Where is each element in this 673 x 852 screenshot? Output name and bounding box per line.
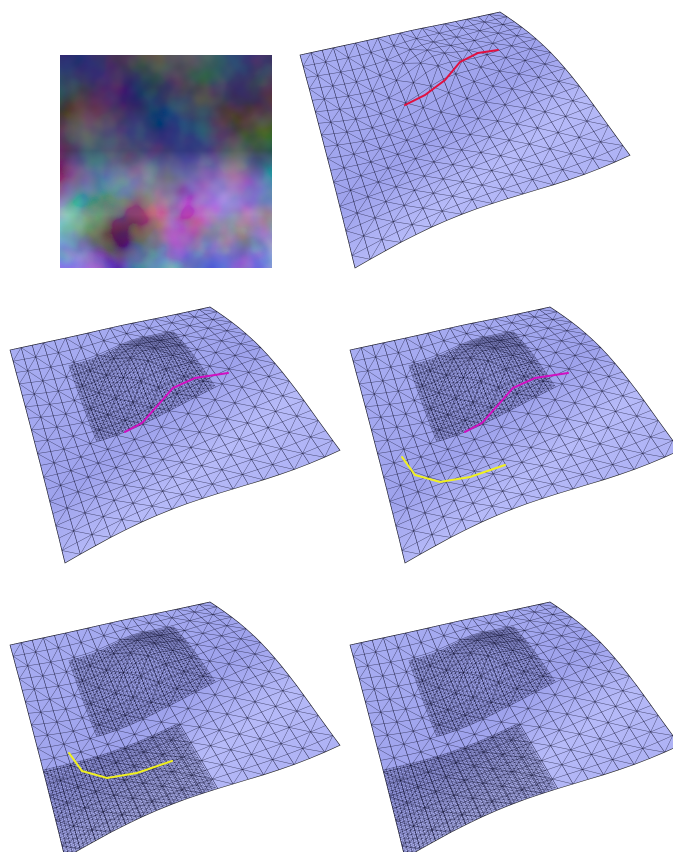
- mesh-edges: [9, 306, 341, 564]
- feature-curve: [464, 372, 569, 433]
- feature-curve: [401, 456, 506, 484]
- heightmap-shade: [60, 55, 272, 268]
- mesh-edges: [299, 11, 631, 269]
- mesh-refined: [382, 723, 557, 852]
- mesh-edges: [9, 601, 341, 852]
- mesh-refined: [408, 331, 556, 442]
- mesh-refined: [68, 626, 216, 737]
- mesh-refined: [68, 331, 216, 442]
- feature-curve: [68, 752, 173, 780]
- mesh-edges: [349, 306, 673, 564]
- mesh-refined: [408, 626, 556, 737]
- mesh-edges: [349, 601, 673, 852]
- feature-curve: [404, 49, 499, 106]
- mesh-refined: [42, 723, 217, 852]
- feature-curve: [124, 372, 229, 433]
- meshes: [9, 11, 673, 852]
